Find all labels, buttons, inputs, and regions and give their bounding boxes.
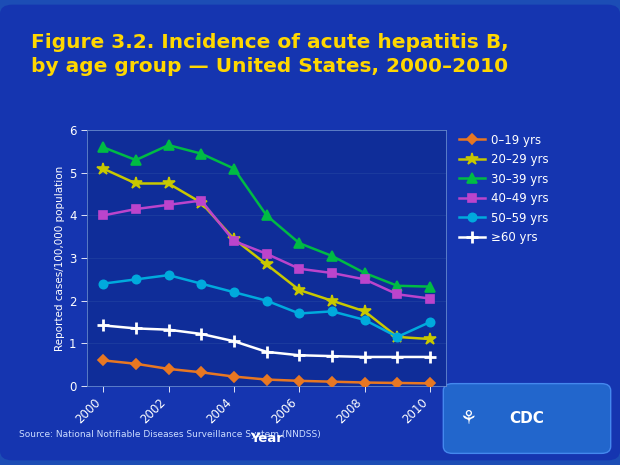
40–49 yrs: [328, 270, 335, 276]
30–39 yrs: [427, 284, 434, 289]
40–49 yrs: [99, 213, 107, 218]
≥60 yrs: [132, 326, 140, 331]
40–49 yrs: [132, 206, 140, 212]
50–59 yrs: [263, 298, 270, 304]
30–39 yrs: [394, 283, 401, 289]
50–59 yrs: [328, 309, 335, 314]
0–19 yrs: [263, 377, 270, 382]
Legend: 0–19 yrs, 20–29 yrs, 30–39 yrs, 40–49 yrs, 50–59 yrs, ≥60 yrs: 0–19 yrs, 20–29 yrs, 30–39 yrs, 40–49 yr…: [459, 133, 549, 244]
40–49 yrs: [165, 202, 172, 207]
20–29 yrs: [132, 181, 140, 186]
40–49 yrs: [198, 198, 205, 203]
Line: 30–39 yrs: 30–39 yrs: [99, 140, 435, 292]
30–39 yrs: [361, 270, 368, 276]
Line: 20–29 yrs: 20–29 yrs: [97, 162, 436, 345]
40–49 yrs: [427, 296, 434, 301]
20–29 yrs: [328, 298, 335, 304]
Y-axis label: Reported cases/100,000 population: Reported cases/100,000 population: [55, 166, 64, 351]
50–59 yrs: [296, 311, 303, 316]
0–19 yrs: [99, 358, 107, 363]
40–49 yrs: [230, 238, 237, 244]
≥60 yrs: [427, 354, 434, 360]
20–29 yrs: [427, 336, 434, 342]
0–19 yrs: [328, 379, 335, 385]
20–29 yrs: [198, 200, 205, 206]
Line: ≥60 yrs: ≥60 yrs: [97, 320, 436, 363]
≥60 yrs: [198, 331, 205, 337]
30–39 yrs: [198, 151, 205, 156]
0–19 yrs: [427, 380, 434, 386]
40–49 yrs: [394, 292, 401, 297]
≥60 yrs: [165, 327, 172, 332]
30–39 yrs: [230, 166, 237, 172]
Text: ⚘: ⚘: [459, 409, 477, 428]
≥60 yrs: [328, 353, 335, 359]
Text: CDC: CDC: [510, 411, 544, 426]
FancyBboxPatch shape: [0, 5, 620, 460]
40–49 yrs: [361, 277, 368, 282]
50–59 yrs: [361, 317, 368, 323]
20–29 yrs: [394, 334, 401, 340]
20–29 yrs: [263, 262, 270, 267]
Text: Source: National Notifiable Diseases Surveillance System (NNDSS): Source: National Notifiable Diseases Sur…: [19, 431, 321, 439]
X-axis label: Year: Year: [250, 432, 283, 445]
0–19 yrs: [361, 380, 368, 385]
40–49 yrs: [263, 251, 270, 257]
≥60 yrs: [296, 352, 303, 358]
20–29 yrs: [296, 287, 303, 293]
Line: 40–49 yrs: 40–49 yrs: [99, 196, 434, 303]
50–59 yrs: [99, 281, 107, 286]
≥60 yrs: [230, 339, 237, 344]
30–39 yrs: [132, 157, 140, 163]
Line: 0–19 yrs: 0–19 yrs: [100, 357, 433, 387]
50–59 yrs: [165, 272, 172, 278]
50–59 yrs: [198, 281, 205, 286]
20–29 yrs: [230, 236, 237, 242]
20–29 yrs: [99, 166, 107, 172]
Text: Figure 3.2. Incidence of acute hepatitis B,
by age group — United States, 2000–2: Figure 3.2. Incidence of acute hepatitis…: [31, 33, 508, 76]
50–59 yrs: [427, 319, 434, 325]
≥60 yrs: [361, 354, 368, 360]
30–39 yrs: [165, 142, 172, 148]
50–59 yrs: [132, 277, 140, 282]
≥60 yrs: [99, 323, 107, 328]
50–59 yrs: [230, 289, 237, 295]
0–19 yrs: [394, 380, 401, 386]
FancyBboxPatch shape: [443, 384, 611, 453]
0–19 yrs: [132, 361, 140, 366]
≥60 yrs: [394, 354, 401, 360]
20–29 yrs: [361, 309, 368, 314]
0–19 yrs: [296, 378, 303, 384]
50–59 yrs: [394, 334, 401, 340]
30–39 yrs: [296, 240, 303, 246]
0–19 yrs: [230, 374, 237, 379]
30–39 yrs: [99, 145, 107, 150]
30–39 yrs: [263, 213, 270, 218]
≥60 yrs: [263, 349, 270, 355]
Line: 50–59 yrs: 50–59 yrs: [99, 271, 434, 341]
30–39 yrs: [328, 253, 335, 259]
40–49 yrs: [296, 266, 303, 272]
0–19 yrs: [198, 370, 205, 375]
20–29 yrs: [165, 181, 172, 186]
0–19 yrs: [165, 366, 172, 372]
